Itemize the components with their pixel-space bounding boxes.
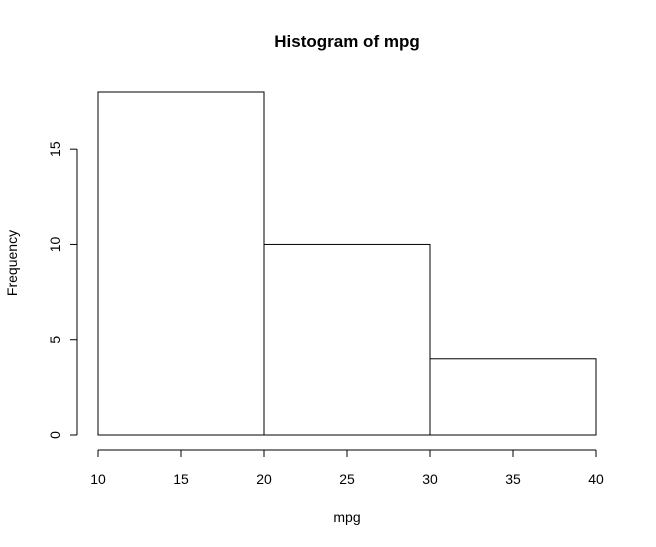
y-axis-label: Frequency bbox=[4, 230, 20, 296]
x-axis: 10 15 20 25 30 35 40 bbox=[90, 449, 604, 487]
y-tick-label: 5 bbox=[47, 336, 63, 344]
x-axis-label: mpg bbox=[333, 509, 360, 525]
x-tick-label: 20 bbox=[256, 471, 272, 487]
chart-title: Histogram of mpg bbox=[274, 32, 419, 51]
x-tick-label: 10 bbox=[90, 471, 106, 487]
histogram-bar bbox=[263, 243, 431, 436]
histogram-bar bbox=[97, 91, 265, 436]
x-tick-label: 30 bbox=[422, 471, 438, 487]
y-tick-label: 10 bbox=[47, 236, 63, 252]
bars-group bbox=[97, 91, 597, 436]
x-tick-label: 15 bbox=[173, 471, 189, 487]
histogram-bar bbox=[429, 358, 597, 436]
x-tick-label: 40 bbox=[588, 471, 604, 487]
y-axis: 0 5 10 15 bbox=[47, 141, 78, 439]
y-tick-label: 15 bbox=[47, 141, 63, 157]
y-tick-label: 0 bbox=[47, 431, 63, 439]
x-tick-label: 35 bbox=[505, 471, 521, 487]
x-tick-label: 25 bbox=[339, 471, 355, 487]
